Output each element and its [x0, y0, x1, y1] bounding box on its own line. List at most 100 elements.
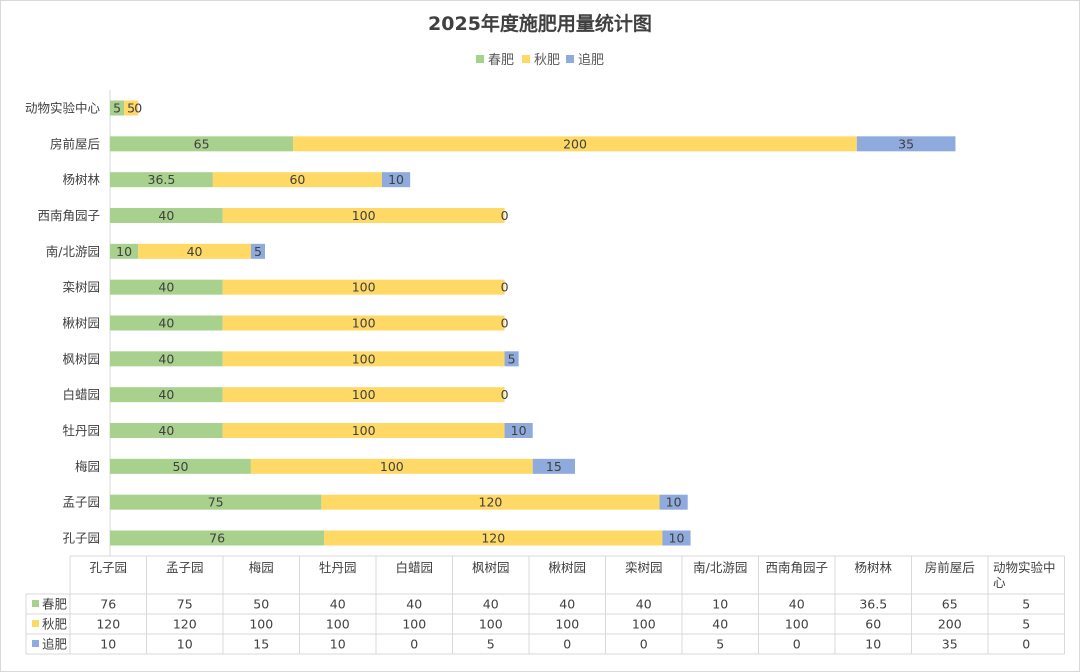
table-value-cell: 100 [785, 617, 809, 632]
bar-segment [250, 243, 265, 259]
table-series-name: 秋肥 [42, 617, 68, 632]
category-label: 白蜡园 [62, 387, 100, 402]
data-label: 0 [501, 280, 509, 295]
table-legend-key [32, 620, 39, 627]
bar-segment [293, 136, 857, 152]
table-header-cell: 牡丹园 [319, 560, 357, 575]
table-header-cell: 孔子园 [89, 560, 127, 575]
data-label: 40 [158, 280, 174, 295]
data-label: 10 [511, 423, 527, 438]
table-series-name: 春肥 [42, 597, 68, 612]
data-label: 10 [666, 495, 682, 510]
table-legend-key [32, 640, 39, 647]
bar-segment [856, 136, 956, 152]
table-value-cell: 10 [177, 637, 193, 652]
table-value-cell: 65 [942, 597, 958, 612]
bar-segment [662, 530, 691, 546]
data-label: 5 [127, 101, 135, 116]
category-label: 梅园 [75, 459, 100, 474]
table-value-cell: 5 [487, 637, 495, 652]
category-label: 楸树园 [62, 316, 100, 331]
category-label: 孟子园 [62, 495, 100, 510]
table-header-cell: 枫树园 [472, 560, 510, 575]
bar-segment [222, 208, 505, 223]
bar-segment [110, 387, 223, 403]
bar-segment [110, 172, 213, 188]
table-value-cell: 120 [96, 617, 120, 632]
bar-segment [222, 387, 505, 403]
data-label: 10 [116, 244, 132, 259]
data-label: 40 [158, 387, 174, 402]
bar-segment [110, 494, 322, 510]
bar-segment [381, 172, 411, 188]
category-label: 牡丹园 [62, 423, 100, 438]
bar-segment [110, 351, 223, 367]
bar-segment [659, 494, 688, 510]
table-value-cell: 100 [555, 617, 579, 632]
bar-segment [110, 208, 223, 223]
bar-segment [124, 100, 139, 116]
bar-segment [110, 100, 125, 116]
legend-item-2: 秋肥 [522, 53, 560, 68]
data-label: 0 [501, 387, 509, 402]
table-value-cell: 200 [938, 617, 962, 632]
table-header-cell: 动物实验中心 [993, 560, 1056, 590]
table-value-cell: 0 [410, 637, 418, 652]
data-label: 76 [209, 531, 225, 546]
bar-segment [504, 423, 533, 438]
legend-label: 秋肥 [534, 53, 560, 68]
category-label: 房前屋后 [50, 136, 100, 151]
bar-segment [110, 243, 139, 259]
table-value-cell: 100 [402, 617, 426, 632]
category-label: 西南角园子 [37, 208, 100, 223]
data-label: 100 [352, 351, 376, 366]
legend-item-1: 春肥 [476, 53, 514, 68]
data-label: 10 [669, 531, 685, 546]
bar-segment [110, 136, 294, 152]
table-legend-key [32, 600, 39, 607]
bar-segment [110, 423, 223, 438]
legend-swatch [522, 55, 530, 63]
legend-label: 春肥 [488, 53, 514, 68]
table-value-cell: 10 [712, 597, 728, 612]
table-value-cell: 40 [559, 597, 575, 612]
table-header-cell: 白蜡园 [395, 560, 433, 575]
table-value-cell: 40 [406, 597, 422, 612]
data-label: 0 [501, 208, 509, 223]
data-label: 65 [194, 136, 210, 151]
legend-item-3: 追肥 [566, 52, 604, 68]
table-header-cell: 孟子园 [166, 560, 204, 575]
table-value-cell: 36.5 [859, 597, 887, 612]
table-value-cell: 0 [1022, 637, 1030, 652]
category-label: 南/北游园 [46, 244, 100, 259]
data-label: 40 [158, 351, 174, 366]
legend-label: 追肥 [578, 52, 604, 68]
bar-segment [222, 315, 505, 331]
data-label: 120 [479, 495, 503, 510]
data-label: 5 [508, 351, 516, 366]
category-label: 枫树园 [62, 351, 100, 366]
data-label: 120 [481, 531, 505, 546]
bar-segment [532, 458, 575, 474]
table-value-cell: 5 [1022, 617, 1030, 632]
table-value-cell: 0 [563, 637, 571, 652]
table-value-cell: 60 [865, 617, 881, 632]
table-value-cell: 100 [632, 617, 656, 632]
data-label: 40 [158, 423, 174, 438]
table-header-cell: 房前屋后 [925, 560, 975, 575]
table-value-cell: 5 [1022, 597, 1030, 612]
data-label: 5 [254, 244, 262, 259]
legend-swatch [566, 55, 574, 63]
bar-segment [110, 458, 251, 474]
table-header-cell: 杨树林 [854, 560, 892, 575]
data-label: 5 [113, 101, 121, 116]
table-value-cell: 10 [330, 637, 346, 652]
table-header-cell: 楸树园 [548, 560, 586, 575]
category-label: 孔子园 [62, 531, 100, 546]
data-label: 100 [352, 387, 376, 402]
table-value-cell: 5 [716, 637, 724, 652]
table-value-cell: 76 [100, 597, 116, 612]
table-header-cell: 梅园 [249, 560, 274, 575]
table-value-cell: 40 [789, 597, 805, 612]
